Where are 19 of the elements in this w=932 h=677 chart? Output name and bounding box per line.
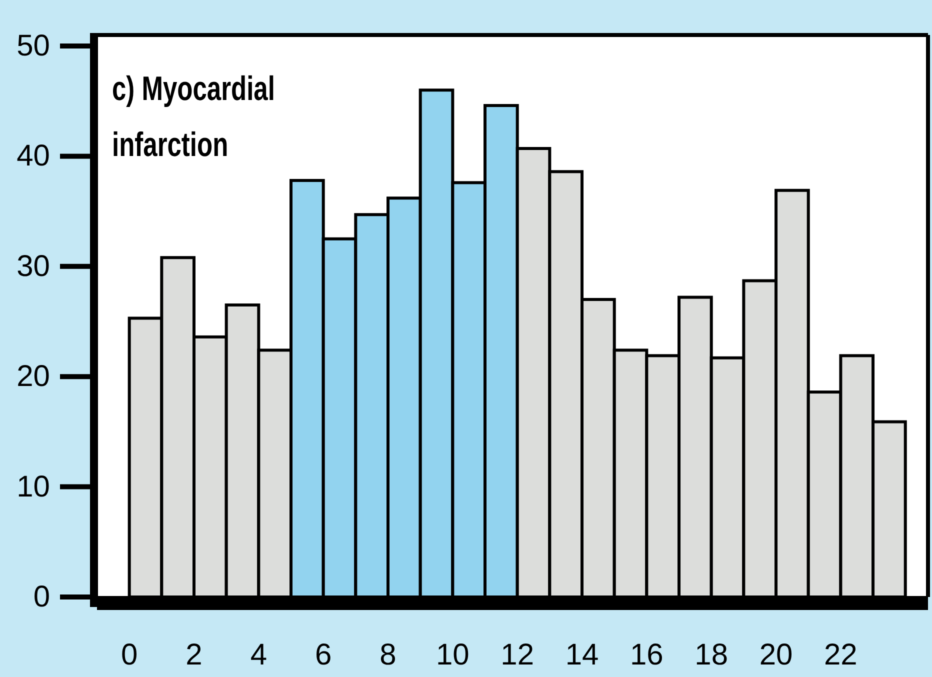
y-tick-label: 20	[16, 360, 50, 394]
x-tick-label: 10	[436, 638, 470, 672]
y-tick-label: 40	[16, 140, 50, 173]
y-tick-label: 0	[33, 580, 50, 614]
x-tick-label: 0	[120, 638, 138, 672]
y-tick-label: 50	[16, 30, 50, 63]
text: c) Myocardial infarction	[112, 70, 275, 164]
x-tick-label: 2	[186, 638, 202, 672]
x-tick-label: 22	[824, 638, 858, 672]
y-tick-label: 10	[16, 470, 50, 504]
x-tick-label: 8	[380, 638, 396, 672]
x-tick-label: 4	[250, 638, 268, 672]
x-tick-label: 16	[630, 638, 664, 672]
x-tick-label: 12	[500, 638, 534, 672]
x-tick-label: 14	[565, 638, 599, 672]
x-tick-label: 6	[315, 638, 332, 672]
x-tick-label: 18	[694, 638, 728, 672]
y-tick-label: 30	[16, 250, 50, 283]
x-tick-label: 20	[759, 638, 793, 672]
